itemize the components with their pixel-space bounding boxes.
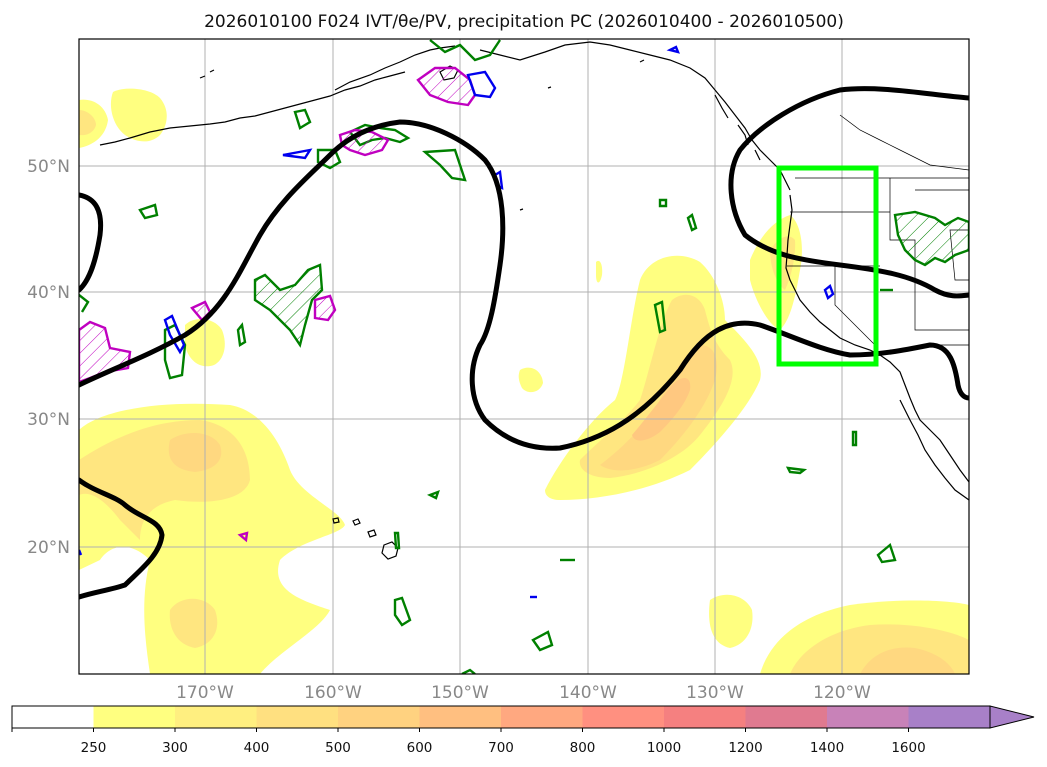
- figure-title: 2026010100 F024 IVT/θe/PV, precipitation…: [204, 12, 844, 32]
- colorbar-tick-label: 300: [162, 740, 188, 756]
- pv-contour-green-12: [686, 213, 698, 232]
- colorbar-tick-label: 400: [244, 740, 270, 756]
- coastline-hawaii-maui: [367, 529, 377, 538]
- pv-contour-blue-5: [823, 284, 835, 300]
- pv-contour-green-14: [893, 210, 969, 267]
- lon-label-130w: 130°W: [686, 683, 744, 703]
- colorbar: 250 300 400 500 600 700 800 1000 1200 1400 1600: [11, 705, 1035, 756]
- theta-e-contour-main: [79, 119, 969, 451]
- lat-label-40n: 40°N: [27, 283, 70, 303]
- colorbar-tick-label: 500: [325, 740, 351, 756]
- coastline-us-west: [785, 194, 969, 483]
- colorbar-tick-label: 1200: [728, 740, 762, 756]
- coastline-small-islands: [199, 59, 645, 211]
- ivt-area-500-river: [632, 378, 691, 441]
- colorbar-tick-label: 1000: [647, 740, 681, 756]
- pv-contour-blue-6: [666, 45, 680, 54]
- pv-contour-green-21: [393, 531, 401, 550]
- pv-contour-green-13: [658, 198, 668, 208]
- colorbar-tick-label: 800: [570, 740, 596, 756]
- colorbar-segment: [175, 706, 257, 728]
- pv-contour-green-17: [531, 630, 554, 652]
- ivt-area-250-south-2: [709, 594, 753, 648]
- ivt-area-300-river: [579, 294, 733, 478]
- pv-contour-green-11: [653, 300, 667, 334]
- pv-contour-magenta-5: [313, 294, 337, 322]
- map-frame: [78, 38, 970, 675]
- latitude-labels: 50°N 40°N 30°N 20°N: [27, 157, 70, 558]
- pv-contour-blue-2: [282, 148, 313, 160]
- colorbar-segment: [419, 706, 502, 728]
- coastlines: [99, 41, 969, 560]
- theta-e-contours: [79, 86, 969, 600]
- colorbar-segment: [745, 706, 828, 728]
- theta-e-contour-northeast: [728, 86, 969, 299]
- ivt-filled-contours: [79, 88, 969, 674]
- colorbar-segment: [256, 706, 339, 728]
- coastline-hawaii-big: [381, 541, 399, 560]
- lon-label-150w: 150°W: [431, 683, 489, 703]
- pv-contour-green-10: [236, 322, 247, 347]
- pv-contour-blue-4: [163, 314, 186, 355]
- map-layers: [79, 39, 969, 674]
- pv-contour-green-5: [422, 148, 467, 182]
- pv-contour-green-20: [851, 430, 858, 447]
- pv-contour-green-18: [876, 542, 897, 564]
- pv-contour-green-19: [785, 466, 808, 475]
- lat-label-50n: 50°N: [27, 157, 70, 177]
- pv-contour-green-24: [461, 668, 476, 674]
- colorbar-segment: [827, 706, 909, 728]
- pv-contour-green-23: [427, 489, 440, 500]
- ivt-area-250-islet: [518, 367, 543, 393]
- border-canada-interior: [839, 114, 969, 171]
- theta-e-contour-southwest: [79, 477, 165, 600]
- pv-contour-green-7: [253, 263, 324, 348]
- colorbar-extend-arrow: [989, 705, 1035, 729]
- pv-contour-green-9: [79, 294, 90, 313]
- coastline-hawaii-oahu: [352, 518, 361, 526]
- pv-contour-green-6: [138, 203, 159, 220]
- colorbar-tick-label: 1400: [810, 740, 844, 756]
- lat-label-20n: 20°N: [27, 538, 70, 558]
- colorbar-segment: [908, 706, 991, 728]
- ivt-area-250-nw-2: [110, 88, 167, 142]
- lon-label-160w: 160°W: [304, 683, 362, 703]
- ivt-area-300-nw-1: [79, 110, 96, 136]
- pv-contour-green-2: [293, 108, 312, 130]
- colorbar-segment: [12, 706, 94, 728]
- coastline-aleutians: [99, 71, 406, 146]
- pv-contour-blue-1: [466, 70, 497, 99]
- colorbar-segment: [582, 706, 665, 728]
- ivt-area-400-southeast: [860, 647, 955, 674]
- longitude-labels: 170°W 160°W 150°W 140°W 130°W 120°W: [176, 683, 871, 703]
- colorbar-segment: [501, 706, 583, 728]
- coastline-alaska-peninsula: [334, 45, 456, 91]
- pv-contour-magenta-6: [237, 531, 249, 543]
- colorbar-tick-label: 1600: [891, 740, 925, 756]
- highlight-box: [776, 165, 879, 367]
- map-panel: 50°N 40°N 30°N 20°N 170°W 160°W 150°W 14…: [27, 38, 970, 703]
- ivt-area-250-sliver: [596, 260, 603, 283]
- pv-contour-green-1: [429, 39, 501, 62]
- colorbar-segment: [338, 706, 420, 728]
- pv-contour-green-16: [393, 596, 412, 627]
- ivt-area-400-southwest: [168, 433, 222, 472]
- lat-label-30n: 30°N: [27, 410, 70, 430]
- colorbar-segment: [664, 706, 746, 728]
- lon-label-120w: 120°W: [813, 683, 871, 703]
- lon-label-170w: 170°W: [176, 683, 234, 703]
- colorbar-tick-label: 250: [81, 740, 107, 756]
- colorbar-tick-label: 700: [488, 740, 514, 756]
- colorbar-segment: [93, 706, 176, 728]
- border-ca-nv: [834, 266, 876, 346]
- colorbar-tick-label: 600: [407, 740, 433, 756]
- coastline-gulf-of-alaska: [479, 41, 791, 191]
- coastline-hawaii-kauai: [332, 517, 340, 524]
- theta-e-contour-west: [79, 192, 104, 293]
- coastline-baja: [899, 399, 969, 501]
- lon-label-140w: 140°W: [559, 683, 617, 703]
